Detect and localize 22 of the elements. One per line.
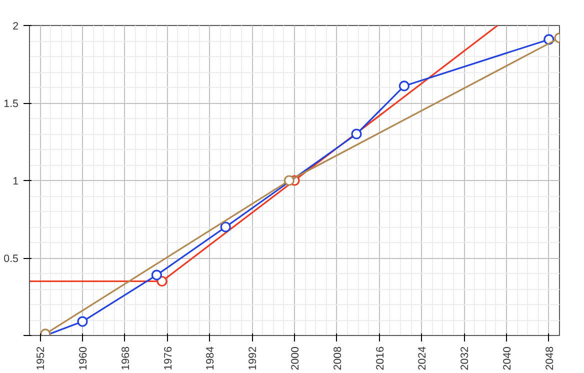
y-tick-label: 2 bbox=[12, 20, 19, 32]
x-tick-label: 2000 bbox=[290, 346, 302, 370]
point bbox=[77, 316, 88, 327]
point bbox=[398, 80, 410, 92]
x-tick-label: 1952 bbox=[35, 346, 48, 370]
x-tick-label: 2032 bbox=[459, 346, 472, 370]
y-tick-label: 1.5 bbox=[4, 98, 19, 110]
point bbox=[220, 222, 231, 232]
x-tick-label: 1992 bbox=[247, 346, 260, 370]
x-tick-label: 2048 bbox=[544, 346, 556, 370]
x-tick-label: 2040 bbox=[502, 346, 514, 370]
x-tick-label: 1968 bbox=[120, 346, 132, 370]
y-tick-label: 1 bbox=[12, 176, 19, 188]
x-tick-label: 2024 bbox=[416, 346, 429, 370]
x-tick-label: 1976 bbox=[162, 346, 174, 370]
x-tick-label: 1960 bbox=[78, 346, 90, 370]
x-tick-label: 1984 bbox=[204, 346, 217, 370]
point bbox=[351, 128, 362, 140]
y-tick-label: 0.5 bbox=[4, 253, 19, 265]
x-tick-label: 2008 bbox=[332, 346, 344, 370]
point bbox=[151, 270, 162, 280]
x-tick-label: 2016 bbox=[374, 346, 386, 370]
